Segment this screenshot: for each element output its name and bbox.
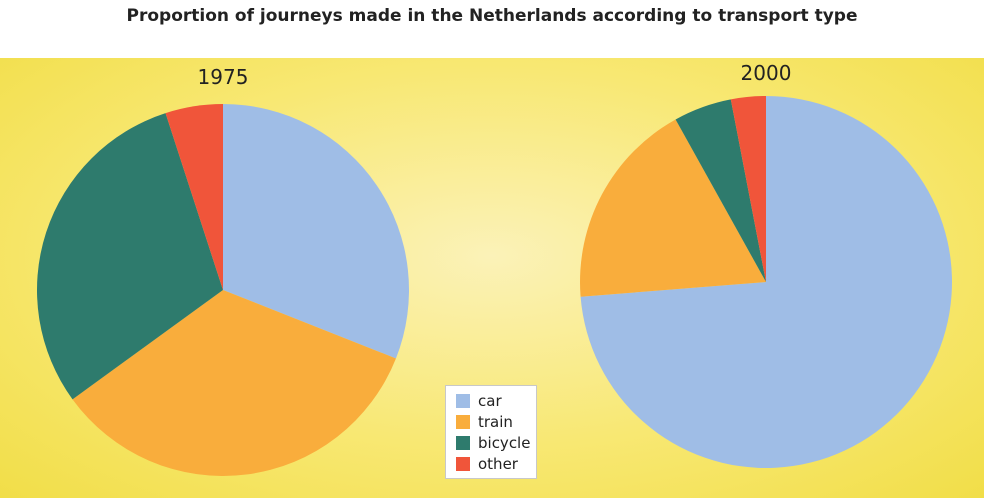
legend-swatch-car: [456, 393, 470, 408]
pie-slice-1975-bicycle: [36, 113, 223, 400]
legend-label-bicycle: bicycle: [478, 433, 531, 452]
pie-title-1975: 1975: [198, 65, 249, 89]
legend-swatch-other: [456, 456, 470, 471]
pie-slice-1975-other: [165, 104, 223, 290]
legend-label-other: other: [478, 454, 518, 473]
legend-label-train: train: [478, 412, 513, 431]
legend-label-car: car: [478, 391, 502, 410]
pie-slice-2000-train: [580, 119, 766, 297]
pie-slice-2000-bicycle: [675, 99, 766, 282]
legend-item-car: car: [456, 390, 536, 411]
legend-swatch-bicycle: [456, 435, 470, 450]
pie-slice-1975-train: [72, 290, 396, 477]
legend: car train bicycle other: [445, 385, 537, 479]
legend-swatch-train: [456, 414, 470, 429]
pie-slice-2000-other: [730, 96, 766, 282]
pie-title-2000: 2000: [741, 61, 792, 85]
legend-item-train: train: [456, 411, 536, 432]
page-title: Proportion of journeys made in the Nethe…: [126, 6, 858, 26]
pie-slice-1975-car: [223, 104, 410, 359]
legend-item-bicycle: bicycle: [456, 432, 536, 453]
legend-item-other: other: [456, 453, 536, 474]
pie-slice-2000-car: [580, 96, 953, 468]
